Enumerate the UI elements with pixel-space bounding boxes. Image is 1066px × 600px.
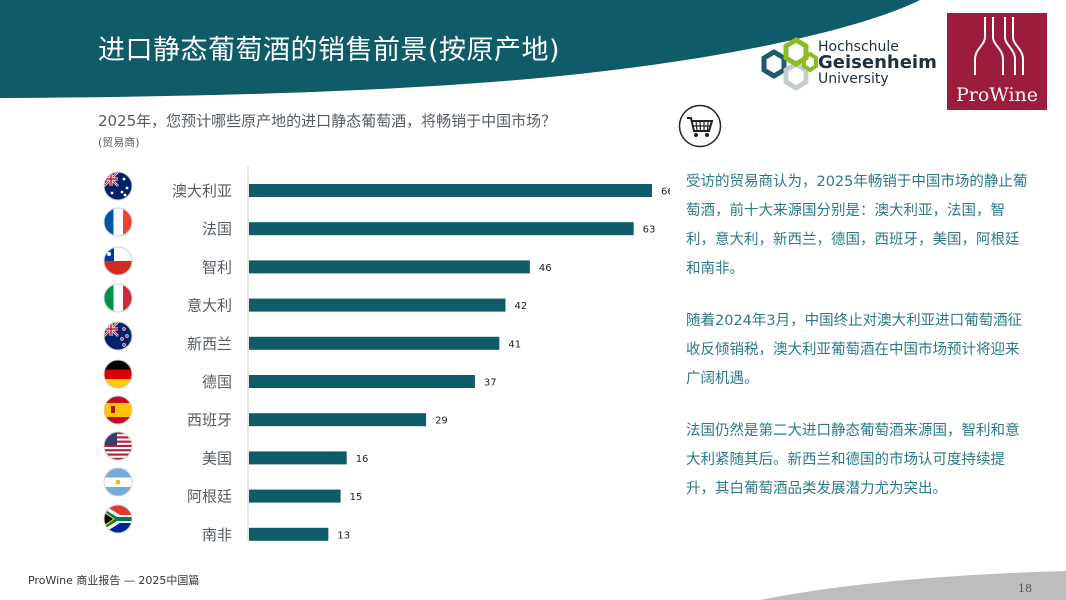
respondent-group: (贸易商) xyxy=(98,136,140,149)
category-label: 法国 xyxy=(202,220,232,238)
bar-usa xyxy=(249,451,347,465)
flag-australia-icon xyxy=(103,171,133,201)
data-label: 41 xyxy=(508,339,521,350)
footer-text: ProWine 商业报告 — 2025中国篇 xyxy=(28,574,200,587)
data-label: 16 xyxy=(356,454,369,465)
hochschule-logo-line3: University xyxy=(818,71,889,87)
data-label: 63 xyxy=(643,225,656,236)
commentary-paragraph-3: 法国仍然是第二大进口静态葡萄酒来源国，智利和意大利紧随其后。新西兰和德国的市场认… xyxy=(686,423,1020,497)
flag-new-zealand-icon xyxy=(103,321,133,351)
commentary-paragraph-1: 受访的贸易商认为，2025年畅销于中国市场的静止葡萄酒，前十大来源国分别是：澳大… xyxy=(686,174,1028,277)
data-label: 42 xyxy=(514,301,527,312)
header-banner xyxy=(0,0,920,98)
bar-spain xyxy=(249,413,427,427)
page-title: 进口静态葡萄酒的销售前景(按原产地) xyxy=(98,35,561,66)
hochschule-logo-line1: Hochschule xyxy=(818,39,899,55)
flag-usa-icon xyxy=(103,431,133,461)
data-label: 15 xyxy=(350,492,363,503)
data-label: 29 xyxy=(435,416,448,427)
bar-new-zealand xyxy=(249,336,500,350)
category-label: 智利 xyxy=(202,258,232,276)
shopping-cart-icon xyxy=(678,104,722,148)
bar-france xyxy=(249,222,634,236)
flag-italy-icon xyxy=(103,283,133,313)
bar-germany xyxy=(249,375,475,388)
data-label: 66 xyxy=(661,187,670,198)
bar-australia xyxy=(249,184,652,197)
prowine-logo: ProWine xyxy=(947,13,1047,110)
category-label: 新西兰 xyxy=(187,335,232,353)
flag-argentina-icon xyxy=(103,467,133,497)
footer-swoosh xyxy=(760,571,1066,600)
bar-argentina xyxy=(249,489,341,503)
page-number: 18 xyxy=(1018,582,1032,595)
data-label: 13 xyxy=(337,530,350,541)
data-label: 46 xyxy=(539,263,552,274)
bar-south-africa xyxy=(249,527,329,541)
data-label: 37 xyxy=(484,378,497,389)
category-label: 澳大利亚 xyxy=(172,182,232,200)
bar-italy xyxy=(249,298,506,312)
flag-south-africa-icon xyxy=(103,504,133,534)
flag-chile-icon xyxy=(103,246,133,276)
category-label: 西班牙 xyxy=(187,411,232,429)
wine-bottles-icon xyxy=(974,17,1024,75)
category-label: 意大利 xyxy=(187,297,232,315)
flag-france-icon xyxy=(103,207,133,237)
hochschule-geisenheim-logo xyxy=(761,37,818,91)
flag-germany-icon xyxy=(103,359,133,389)
flag-spain-icon xyxy=(103,395,133,425)
survey-question: 2025年，您预计哪些原产地的进口静态葡萄酒，将畅销于中国市场？ xyxy=(98,112,557,130)
commentary-panel: 受访的贸易商认为，2025年畅销于中国市场的静止葡萄酒，前十大来源国分别是：澳大… xyxy=(686,168,1032,527)
commentary-paragraph-2: 随着2024年3月，中国终止对澳大利亚进口葡萄酒征收反倾销税，澳大利亚葡萄酒在中… xyxy=(686,313,1023,387)
hochschule-logo-text: Hochschule Geisenheim University xyxy=(818,40,937,86)
bar-chile xyxy=(249,260,530,274)
category-label: 美国 xyxy=(202,449,232,467)
category-label: 德国 xyxy=(202,373,232,391)
category-label: 南非 xyxy=(202,526,232,544)
prowine-logo-text: ProWine xyxy=(955,84,1039,106)
hochschule-logo-line2: Geisenheim xyxy=(818,52,937,73)
category-label: 阿根廷 xyxy=(187,488,232,506)
